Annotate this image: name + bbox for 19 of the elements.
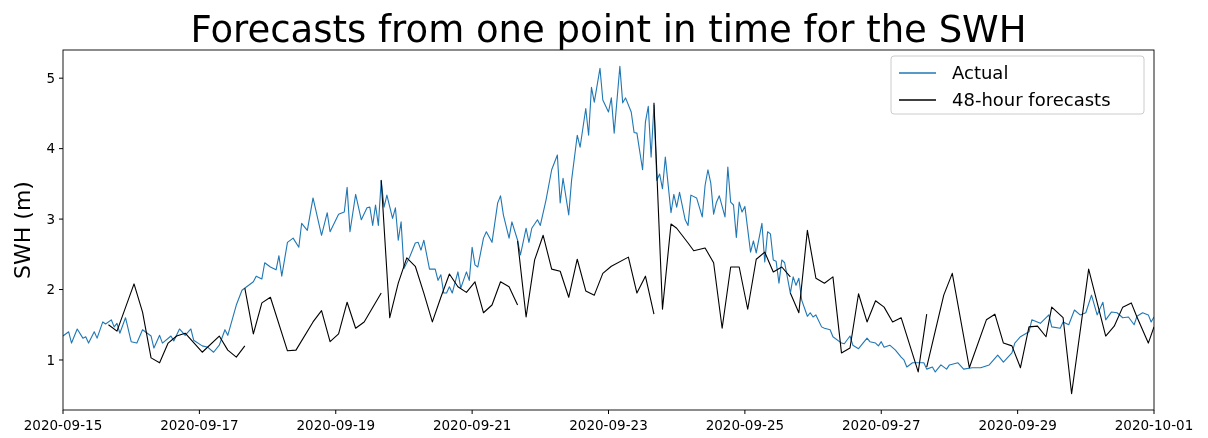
legend-label: Actual	[952, 62, 1009, 84]
line-series	[63, 65, 1154, 373]
x-tick-label: 2020-09-17	[160, 417, 239, 433]
x-tick-label: 2020-09-29	[978, 417, 1057, 433]
y-tick-label: 1	[46, 351, 55, 368]
chart-title: Forecasts from one point in time for the SWH	[190, 8, 1027, 51]
x-tick-label: 2020-09-21	[432, 417, 512, 433]
y-tick-label: 4	[46, 140, 55, 157]
x-tick-label: 2020-09-15	[23, 417, 103, 433]
x-tick-label: 2020-09-19	[296, 417, 375, 433]
x-tick-label: 2020-09-23	[569, 417, 648, 433]
x-tick-label: 2020-09-27	[842, 417, 921, 433]
y-tick-label: 3	[46, 210, 55, 227]
legend-label: 48-hour forecasts	[952, 89, 1111, 111]
y-tick-label: 2	[46, 281, 55, 298]
y-tick-label: 5	[46, 69, 55, 86]
x-tick-label: 2020-09-25	[705, 417, 785, 433]
y-axis-title: SWH (m)	[10, 181, 35, 279]
x-tick-label: 2020-10-01	[1114, 417, 1194, 433]
